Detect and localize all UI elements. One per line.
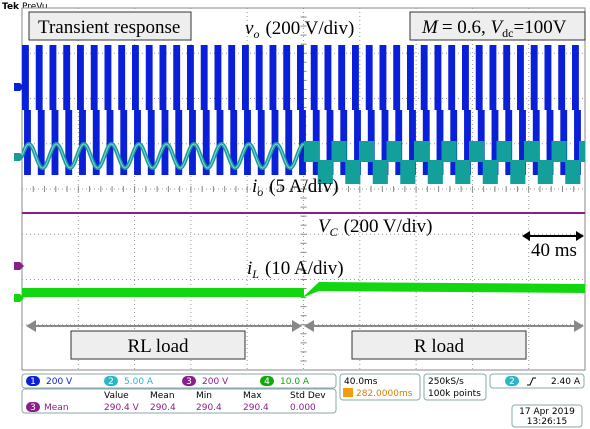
vo-pulse (545, 45, 552, 110)
vo-pulse (201, 45, 208, 110)
trigger-level: 2.40 A (551, 377, 581, 387)
trigger-pos-icon (343, 388, 353, 397)
trigger-channel: 2 (509, 377, 515, 387)
channel-scale: 10.0 A (280, 377, 310, 387)
vo-pulse (462, 45, 469, 110)
vo-pulse (407, 45, 414, 110)
vo-pulse (242, 45, 249, 110)
vo-pulse (187, 45, 194, 110)
io-block (538, 160, 553, 184)
io-block (565, 160, 580, 184)
vo-pulse (91, 45, 98, 110)
io-block (483, 160, 498, 184)
measurement-header: Max (243, 391, 262, 401)
vo-pulse (228, 45, 235, 110)
vo-pulse (173, 45, 180, 110)
channel-number: 4 (264, 377, 270, 387)
measurement-value: 0.000 (290, 403, 316, 413)
vo-pulse (215, 45, 222, 110)
params: M= 0.6, Vdc=100V (421, 17, 567, 40)
io-block (400, 160, 415, 184)
io-block (387, 141, 402, 162)
measurement-value: 290.4 (196, 403, 222, 413)
io-block (345, 160, 360, 184)
vo-pulse (63, 45, 70, 110)
vo-pulse (50, 45, 57, 110)
vo-pulse (118, 45, 125, 110)
date: 17 Apr 2019 (519, 407, 575, 417)
channel-scale: 200 V (202, 377, 229, 387)
sample-rate: 250kS/s (428, 377, 464, 387)
io-block (442, 141, 457, 162)
vo-pulse (517, 45, 524, 110)
measurement-header: Min (196, 391, 212, 401)
vo-pulse (270, 45, 277, 110)
vo-pulse (448, 45, 455, 110)
io-block (469, 141, 484, 162)
io-block (455, 160, 470, 184)
measurement-value: 290.4 (150, 403, 176, 413)
vo-pulse (105, 45, 112, 110)
io-block (332, 141, 347, 162)
time: 13:26:15 (527, 417, 567, 427)
vo-pulse (36, 45, 43, 110)
channel-scale: 200 V (46, 377, 73, 387)
vo-pulse (283, 45, 290, 110)
vo-pulse (421, 45, 428, 110)
vo-pulse (435, 45, 442, 110)
measurement-header: Mean (150, 391, 175, 401)
vo-pulse (311, 45, 318, 110)
vo-pulse (476, 45, 483, 110)
io-block (304, 141, 319, 162)
time-marker: 40 ms (531, 240, 577, 261)
io-block (552, 141, 567, 162)
scope-screen: Tek PreVu Transient response vo(200 V/di… (0, 0, 590, 429)
measurement-header: Value (104, 391, 129, 401)
vo-pulse (146, 45, 153, 110)
vo-pulse (22, 45, 29, 110)
measurement-name: Mean (44, 403, 69, 413)
vo-pulse (132, 45, 139, 110)
measurement-value: 290.4 V (104, 403, 140, 413)
vo-pulse (366, 45, 373, 110)
measurement-channel: 3 (30, 403, 36, 413)
measurement-box (22, 389, 336, 413)
vo-pulse (297, 45, 304, 110)
io-block (373, 160, 388, 184)
channel-number: 3 (186, 377, 192, 387)
vo-pulse (160, 45, 167, 110)
io-block (579, 141, 590, 162)
channel-number: 1 (30, 377, 36, 387)
region-label: RL load (127, 336, 189, 357)
vo-pulse (338, 45, 345, 110)
io-block (510, 160, 525, 184)
vo-pulse (490, 45, 497, 110)
title: Transient response (38, 17, 180, 38)
vo-pulse (558, 45, 565, 110)
vo-pulse (352, 45, 359, 110)
io-block (359, 141, 374, 162)
trigger-pos: 282.0000ms (356, 389, 413, 399)
region-label: R load (414, 336, 465, 357)
channel-scale: 5.00 A (124, 377, 154, 387)
il-band (22, 288, 304, 297)
vo-pulse (503, 45, 510, 110)
io-block (428, 160, 443, 184)
vo-pulse (77, 45, 84, 110)
vo-pulse (380, 45, 387, 110)
record-length: 100k points (428, 389, 481, 399)
vo-pulse (325, 45, 332, 110)
channel-number: 2 (108, 377, 114, 387)
measurement-value: 290.4 (243, 403, 269, 413)
vo-pulse (531, 45, 538, 110)
brand: Tek (2, 2, 20, 12)
io-block (414, 141, 429, 162)
vo-pulse (572, 45, 579, 110)
vo-pulse (393, 45, 400, 110)
vo-pulse (256, 45, 263, 110)
io-block (524, 141, 539, 162)
measurement-header: Std Dev (290, 391, 326, 401)
io-block (497, 141, 512, 162)
timebase: 40.0ms (344, 377, 378, 387)
